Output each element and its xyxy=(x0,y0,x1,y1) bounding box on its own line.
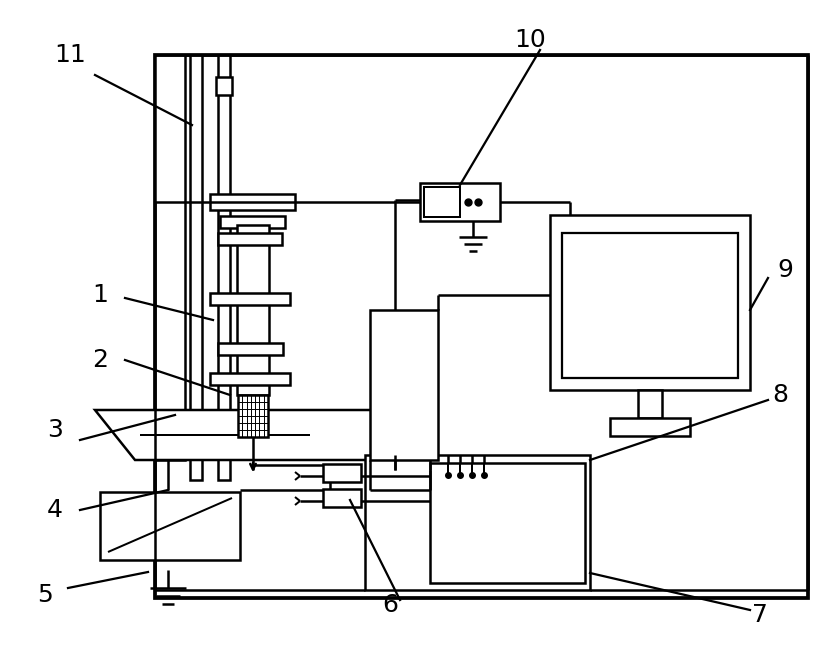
Bar xyxy=(210,293,290,305)
Bar xyxy=(218,55,230,480)
Bar xyxy=(550,215,750,390)
Text: 1: 1 xyxy=(92,283,108,307)
Bar xyxy=(430,463,585,583)
Bar xyxy=(370,310,438,460)
Text: 8: 8 xyxy=(772,383,788,407)
Bar xyxy=(237,225,269,395)
Bar xyxy=(323,489,361,507)
Text: 6: 6 xyxy=(382,593,398,617)
Bar xyxy=(610,418,690,436)
Bar xyxy=(220,216,285,228)
Text: 5: 5 xyxy=(37,583,53,607)
Bar xyxy=(638,390,662,418)
Text: 3: 3 xyxy=(47,418,63,442)
Bar xyxy=(218,343,283,355)
Text: 10: 10 xyxy=(514,28,546,52)
Text: 7: 7 xyxy=(752,603,768,627)
Bar xyxy=(210,373,290,385)
Bar xyxy=(365,455,590,590)
Bar xyxy=(562,233,738,378)
Text: 11: 11 xyxy=(54,43,86,67)
Text: 2: 2 xyxy=(92,348,108,372)
Bar xyxy=(238,395,268,437)
Polygon shape xyxy=(95,410,415,460)
Bar xyxy=(424,187,460,217)
Bar xyxy=(100,492,240,560)
Bar xyxy=(210,194,295,210)
Bar xyxy=(218,233,282,245)
Bar xyxy=(420,183,500,221)
Bar xyxy=(323,464,361,482)
Bar xyxy=(155,55,808,598)
Bar xyxy=(155,55,185,460)
Text: 4: 4 xyxy=(47,498,63,522)
Bar xyxy=(190,55,202,480)
Bar xyxy=(216,77,232,95)
Text: 9: 9 xyxy=(777,258,793,282)
